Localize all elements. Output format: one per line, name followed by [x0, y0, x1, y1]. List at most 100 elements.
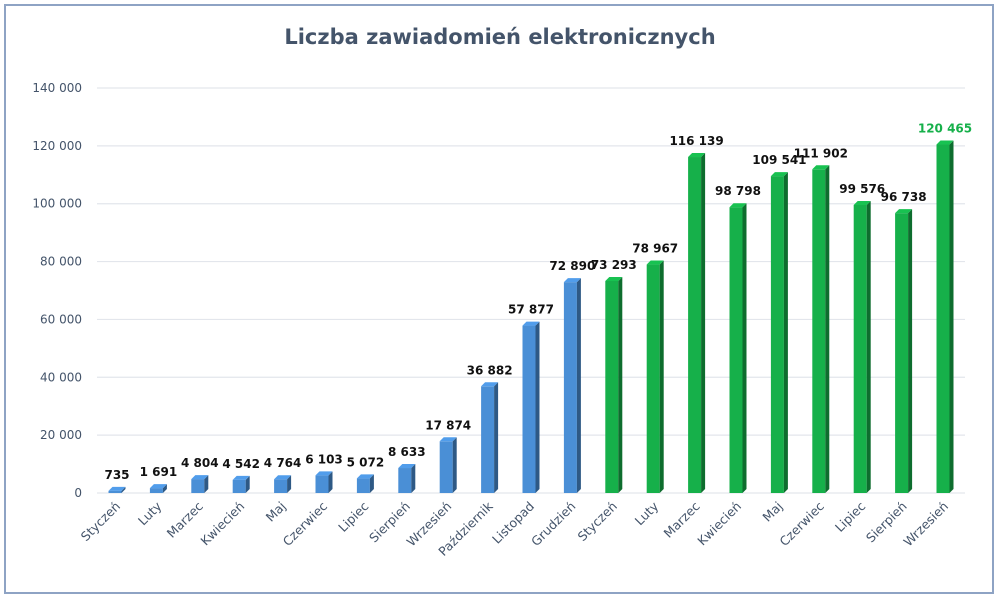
data-label: 73 293 [591, 258, 637, 272]
bar-side [576, 278, 581, 493]
bar-top [522, 321, 540, 326]
bar [522, 325, 536, 493]
x-tick-label: Czerwiec [776, 498, 827, 549]
bar-side [866, 200, 871, 493]
x-tick-label: Kwiecień [197, 499, 247, 549]
y-tick-label: 60 000 [40, 312, 82, 326]
bar [356, 478, 370, 493]
data-label: 98 798 [715, 184, 761, 198]
bar [936, 144, 950, 493]
y-tick-label: 120 000 [32, 139, 82, 153]
bar-side [659, 260, 664, 493]
bar [108, 490, 122, 493]
bar [605, 280, 619, 493]
bar-top [439, 437, 457, 442]
bar-top [356, 474, 374, 479]
data-label: 4 764 [264, 456, 302, 470]
bar-top [398, 464, 416, 469]
bar-side [328, 471, 333, 493]
chart-title: Liczba zawiadomień elektronicznych [284, 25, 715, 49]
data-label: 96 738 [881, 190, 927, 204]
bar-side [369, 474, 374, 493]
bar [770, 176, 784, 494]
data-label: 111 902 [794, 146, 848, 160]
bar-top [191, 475, 209, 480]
y-tick-label: 100 000 [32, 197, 82, 211]
bar-top [605, 276, 623, 281]
bar-side [783, 172, 788, 494]
x-tick-label: Maj [263, 499, 289, 525]
bar [646, 264, 660, 493]
data-label: 36 882 [467, 363, 513, 377]
x-tick-label: Czerwiec [280, 498, 331, 549]
x-tick-label: Grudzień [528, 499, 578, 549]
bar-top [232, 475, 250, 480]
data-label: 17 874 [425, 418, 471, 432]
bar [274, 479, 288, 493]
bar-top [688, 153, 706, 158]
bar-top [729, 203, 747, 208]
bar-side [825, 165, 830, 493]
bar-side [949, 140, 954, 493]
x-tick-label: Maj [759, 499, 785, 525]
y-tick-label: 0 [74, 486, 82, 500]
x-tick-label: Wrzesień [900, 499, 951, 550]
bar [398, 468, 412, 493]
x-tick-label: Luty [632, 498, 662, 528]
x-tick-label: Kwiecień [694, 499, 744, 549]
x-tick-label: Styczeń [78, 499, 123, 544]
data-label: 109 541 [752, 153, 806, 167]
data-label: 6 103 [305, 452, 343, 466]
bar-side [245, 475, 250, 493]
data-label: 4 542 [222, 457, 260, 471]
bar [812, 169, 826, 493]
data-label: 4 804 [181, 456, 219, 470]
bar-top [315, 471, 333, 476]
bar-side [618, 276, 623, 493]
bar-top [563, 278, 581, 283]
y-tick-label: 80 000 [40, 255, 82, 269]
bar [439, 441, 453, 493]
data-label: 5 072 [347, 455, 385, 469]
bar-top [108, 486, 126, 491]
bar [729, 207, 743, 493]
bar-side [742, 203, 747, 493]
data-label: 1 691 [140, 465, 178, 479]
bar [481, 386, 495, 493]
x-tick-label: Lipiec [335, 498, 371, 534]
bar-side [162, 484, 167, 493]
bar-side [411, 464, 416, 493]
bar-side [908, 209, 913, 493]
bar-top [895, 209, 913, 214]
bar-top [274, 475, 292, 480]
data-label: 99 576 [839, 182, 885, 196]
bar-side [452, 437, 457, 493]
bar-top [481, 382, 499, 387]
data-label: 735 [104, 468, 129, 482]
bar-side [204, 475, 209, 493]
x-tick-label: Luty [135, 498, 165, 528]
bar [191, 479, 205, 493]
bar [563, 282, 577, 493]
bar-top [149, 484, 167, 489]
bar-top [770, 172, 788, 177]
y-tick-label: 40 000 [40, 370, 82, 384]
data-label: 72 890 [549, 259, 595, 273]
x-tick-label: Lipiec [832, 498, 868, 534]
bar-top [812, 165, 830, 170]
data-label: 120 465 [918, 122, 972, 136]
bar [688, 157, 702, 493]
bar [149, 488, 163, 493]
data-label: 57 877 [508, 303, 554, 317]
bar-side [287, 475, 292, 493]
bar-side [701, 153, 706, 493]
bar [315, 475, 329, 493]
bar-side [494, 382, 499, 493]
data-label: 78 967 [632, 242, 678, 256]
bar-top [646, 260, 664, 265]
bar-side [535, 321, 540, 493]
x-tick-label: Styczeń [574, 499, 619, 544]
bar [895, 213, 909, 493]
y-tick-label: 140 000 [32, 81, 82, 95]
